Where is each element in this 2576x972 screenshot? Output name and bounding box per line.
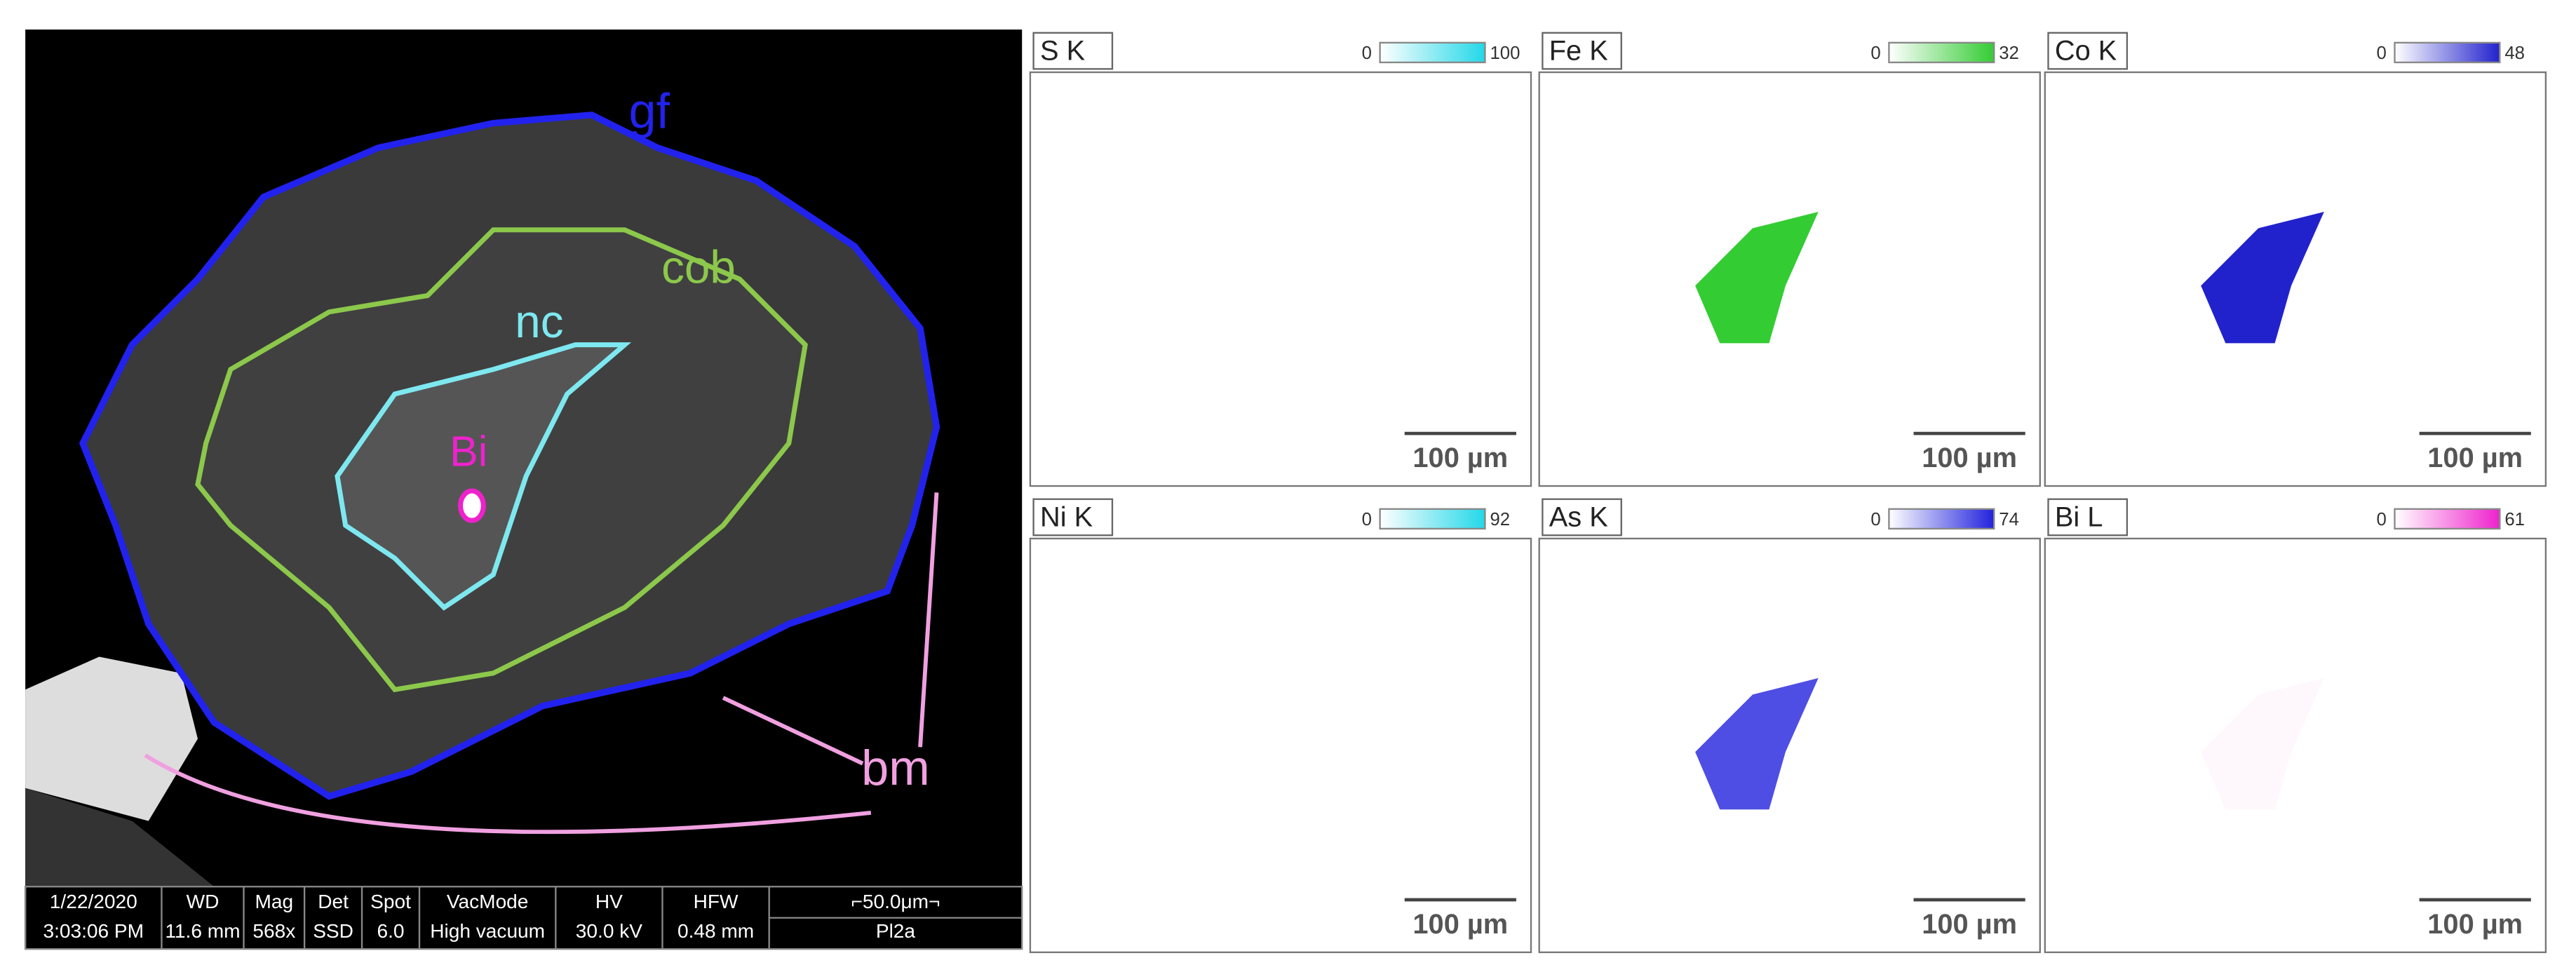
map-element: Fe K	[1549, 35, 1608, 66]
info-header: WD	[187, 891, 220, 912]
colorbar-max: 48	[2504, 43, 2525, 63]
colorbar-min: 0	[1362, 510, 1372, 529]
map-title-box	[2047, 498, 2129, 536]
colorbar-max: 74	[1999, 510, 2019, 529]
neighbor-grain	[25, 788, 215, 887]
label-nc: nc	[515, 296, 563, 347]
info-bar: 1/22/2020 3:03:06 PM WD 11.6 mm Mag 568x Det SS…	[24, 886, 1023, 950]
eds-map: S K 0 100 100 µm	[1029, 32, 1532, 487]
info-header: 1/22/2020	[50, 891, 137, 912]
info-value: 11.6 mm	[165, 920, 240, 942]
colorbar-min: 0	[2376, 510, 2386, 529]
bm-pointers	[144, 492, 939, 835]
colorbar	[1888, 41, 1995, 64]
nc-outline	[335, 342, 632, 611]
bright-material	[25, 656, 198, 821]
eds-map: Fe K 0 32 100 µm	[1538, 32, 2041, 487]
map-core	[1695, 677, 1819, 810]
map-title-box	[2047, 32, 2129, 70]
colorbar-min: 0	[2376, 43, 2386, 63]
colorbar-min: 0	[1870, 43, 1880, 63]
colorbar-min: 0	[1362, 43, 1372, 63]
map-core	[1186, 212, 1309, 344]
eds-map: Bi L 0 61 100 µm	[2044, 498, 2547, 954]
map-element: Co K	[2055, 35, 2117, 66]
bi-outline	[458, 488, 486, 523]
scale-bar-label: 100 µm	[2427, 443, 2523, 473]
map-element: Ni K	[1040, 501, 1093, 532]
scale-bar-label: 100 µm	[1922, 443, 2017, 473]
colorbar-max: 61	[2504, 510, 2525, 529]
info-header: Spot	[370, 891, 411, 912]
info-header: Mag	[255, 891, 293, 912]
eds-map: Co K 0 48 100 µm	[2044, 32, 2547, 487]
colorbar-min: 0	[1870, 510, 1880, 529]
scale-bar-label: 100 µm	[1412, 443, 1508, 473]
sem-panel: gf cob nc Bi bm 1/22/2020 3:03:06 PM WD 11.…	[24, 29, 1023, 950]
eds-map: As K 0 74 100 µm	[1538, 498, 2041, 954]
info-header: ⌐50.0μm¬	[851, 891, 940, 912]
colorbar-max: 92	[1490, 510, 1510, 529]
label-gf: gf	[628, 83, 670, 138]
info-header: HV	[595, 891, 623, 912]
colorbar	[1379, 508, 1486, 530]
map-title-box	[1542, 498, 1622, 536]
map-core	[1695, 212, 1819, 344]
map-title-box	[1542, 32, 1622, 70]
info-value: 3:03:06 PM	[43, 920, 144, 942]
scale-bar-label: 100 µm	[2427, 909, 2523, 940]
info-value: High vacuum	[430, 920, 545, 942]
info-header: VacMode	[447, 891, 529, 912]
scale-bar-label: 100 µm	[1922, 909, 2017, 940]
info-value: 6.0	[377, 920, 405, 942]
colorbar-max: 32	[1999, 43, 2019, 63]
info-value: SSD	[313, 920, 353, 942]
info-value: 30.0 kV	[576, 920, 642, 942]
map-element: Bi L	[2055, 501, 2103, 532]
label-bm: bm	[861, 740, 930, 795]
info-value: Pl2a	[876, 920, 916, 942]
info-value: 0.48 mm	[677, 920, 754, 942]
colorbar	[2394, 41, 2501, 64]
scale-bar-label: 100 µm	[1412, 909, 1508, 940]
info-value: 568x	[252, 920, 295, 942]
map-element: As K	[1549, 501, 1608, 532]
colorbar-max: 100	[1490, 43, 1520, 63]
colorbar	[1888, 508, 1995, 530]
map-element: S K	[1040, 35, 1086, 66]
colorbar	[2394, 508, 2501, 530]
map-core	[2201, 212, 2324, 344]
eds-map: Ni K 0 92 100 µm	[1029, 498, 1532, 954]
info-header: Det	[318, 891, 349, 912]
map-core	[1186, 677, 1309, 810]
map-grain	[2061, 571, 2521, 908]
info-header: HFW	[694, 891, 739, 912]
map-title-box	[1032, 498, 1114, 536]
map-title-box	[1032, 32, 1114, 70]
colorbar	[1379, 41, 1486, 64]
label-bi: Bi	[450, 428, 487, 475]
label-cob: cob	[661, 242, 736, 293]
